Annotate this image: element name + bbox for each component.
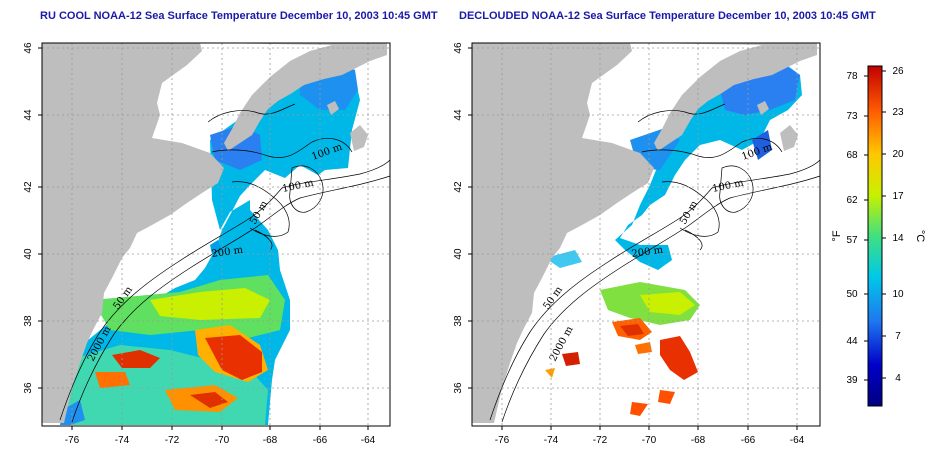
fahrenheit-tick-label: 44 — [846, 336, 858, 347]
x-tick-label: -66 — [313, 435, 328, 446]
celsius-tick-label: 14 — [892, 233, 904, 244]
x-tick-label: -70 — [642, 435, 657, 446]
y-tick-label: 38 — [453, 315, 464, 327]
y-tick-label: 46 — [453, 42, 464, 54]
y-tick-label: 42 — [453, 181, 464, 193]
celsius-tick-label: 4 — [895, 373, 901, 384]
temperature-colorbar: 78 73 68 62 57 50 44 39 26 23 20 17 14 1… — [831, 65, 926, 407]
x-tick-label: -74 — [544, 435, 559, 446]
fahrenheit-tick-label: 62 — [846, 195, 858, 206]
sst-data-left — [58, 58, 360, 425]
x-tick-label: -70 — [215, 435, 230, 446]
x-tick-label: -68 — [263, 435, 278, 446]
y-tick-label: 40 — [23, 248, 34, 260]
y-tick-label: 38 — [23, 315, 34, 327]
fahrenheit-tick-label: 57 — [846, 235, 858, 246]
y-tick-label: 42 — [23, 181, 34, 193]
colorbar-gradient — [867, 65, 883, 407]
x-tick-label: -64 — [361, 435, 376, 446]
map-title-right: DECLOUDED NOAA-12 Sea Surface Temperatur… — [459, 10, 876, 22]
x-tick-label: -76 — [65, 435, 80, 446]
contour-label: 200 m — [631, 245, 664, 260]
y-tick-label: 46 — [23, 42, 34, 54]
x-tick-label: -68 — [691, 435, 706, 446]
x-tick-label: -72 — [165, 435, 180, 446]
x-tick-label: -74 — [115, 435, 130, 446]
x-tick-label: -76 — [495, 435, 510, 446]
fahrenheit-tick-label: 78 — [846, 71, 858, 82]
fahrenheit-tick-label: 68 — [846, 150, 858, 161]
y-tick-label: 44 — [453, 109, 464, 121]
contour-label: 200 m — [211, 245, 244, 260]
graticule-left — [42, 43, 390, 426]
fahrenheit-tick-label: 73 — [846, 111, 858, 122]
celsius-tick-label: 7 — [895, 331, 901, 342]
graticule-right — [472, 43, 820, 426]
celsius-tick-label: 26 — [892, 66, 904, 77]
x-axis-right — [501, 426, 798, 430]
celsius-tick-label: 10 — [892, 289, 904, 300]
x-axis-left — [71, 426, 369, 430]
map-panel-left: -76 -74 -72 -70 -68 -66 -64 36 38 40 42 … — [23, 42, 391, 446]
y-tick-label: 36 — [453, 382, 464, 394]
y-tick-label: 40 — [453, 248, 464, 260]
map-title-left: RU COOL NOAA-12 Sea Surface Temperature … — [40, 10, 438, 22]
x-tick-label: -66 — [741, 435, 756, 446]
y-axis-left — [38, 47, 42, 389]
fahrenheit-unit-label: °F — [831, 230, 843, 241]
x-tick-label: -72 — [593, 435, 608, 446]
fahrenheit-tick-label: 50 — [846, 289, 858, 300]
y-axis-right — [468, 47, 472, 389]
celsius-tick-label: 20 — [892, 149, 904, 160]
bathymetry-contours-left — [59, 103, 391, 423]
celsius-tick-label: 17 — [892, 191, 904, 202]
celsius-unit-label: °C — [914, 230, 926, 242]
map-frame-right — [471, 42, 821, 427]
x-tick-label: -64 — [790, 435, 805, 446]
sst-data-right — [545, 60, 802, 416]
bathymetry-contours-right — [489, 103, 821, 423]
map-frame-left — [41, 42, 391, 427]
map-panel-right: -76 -74 -72 -70 -68 -66 -64 36 38 40 42 … — [453, 42, 821, 446]
fahrenheit-tick-label: 39 — [846, 375, 858, 386]
y-tick-label: 36 — [23, 382, 34, 394]
colorbar-ticks — [864, 70, 886, 381]
y-tick-label: 44 — [23, 109, 34, 121]
celsius-tick-label: 23 — [892, 107, 904, 118]
